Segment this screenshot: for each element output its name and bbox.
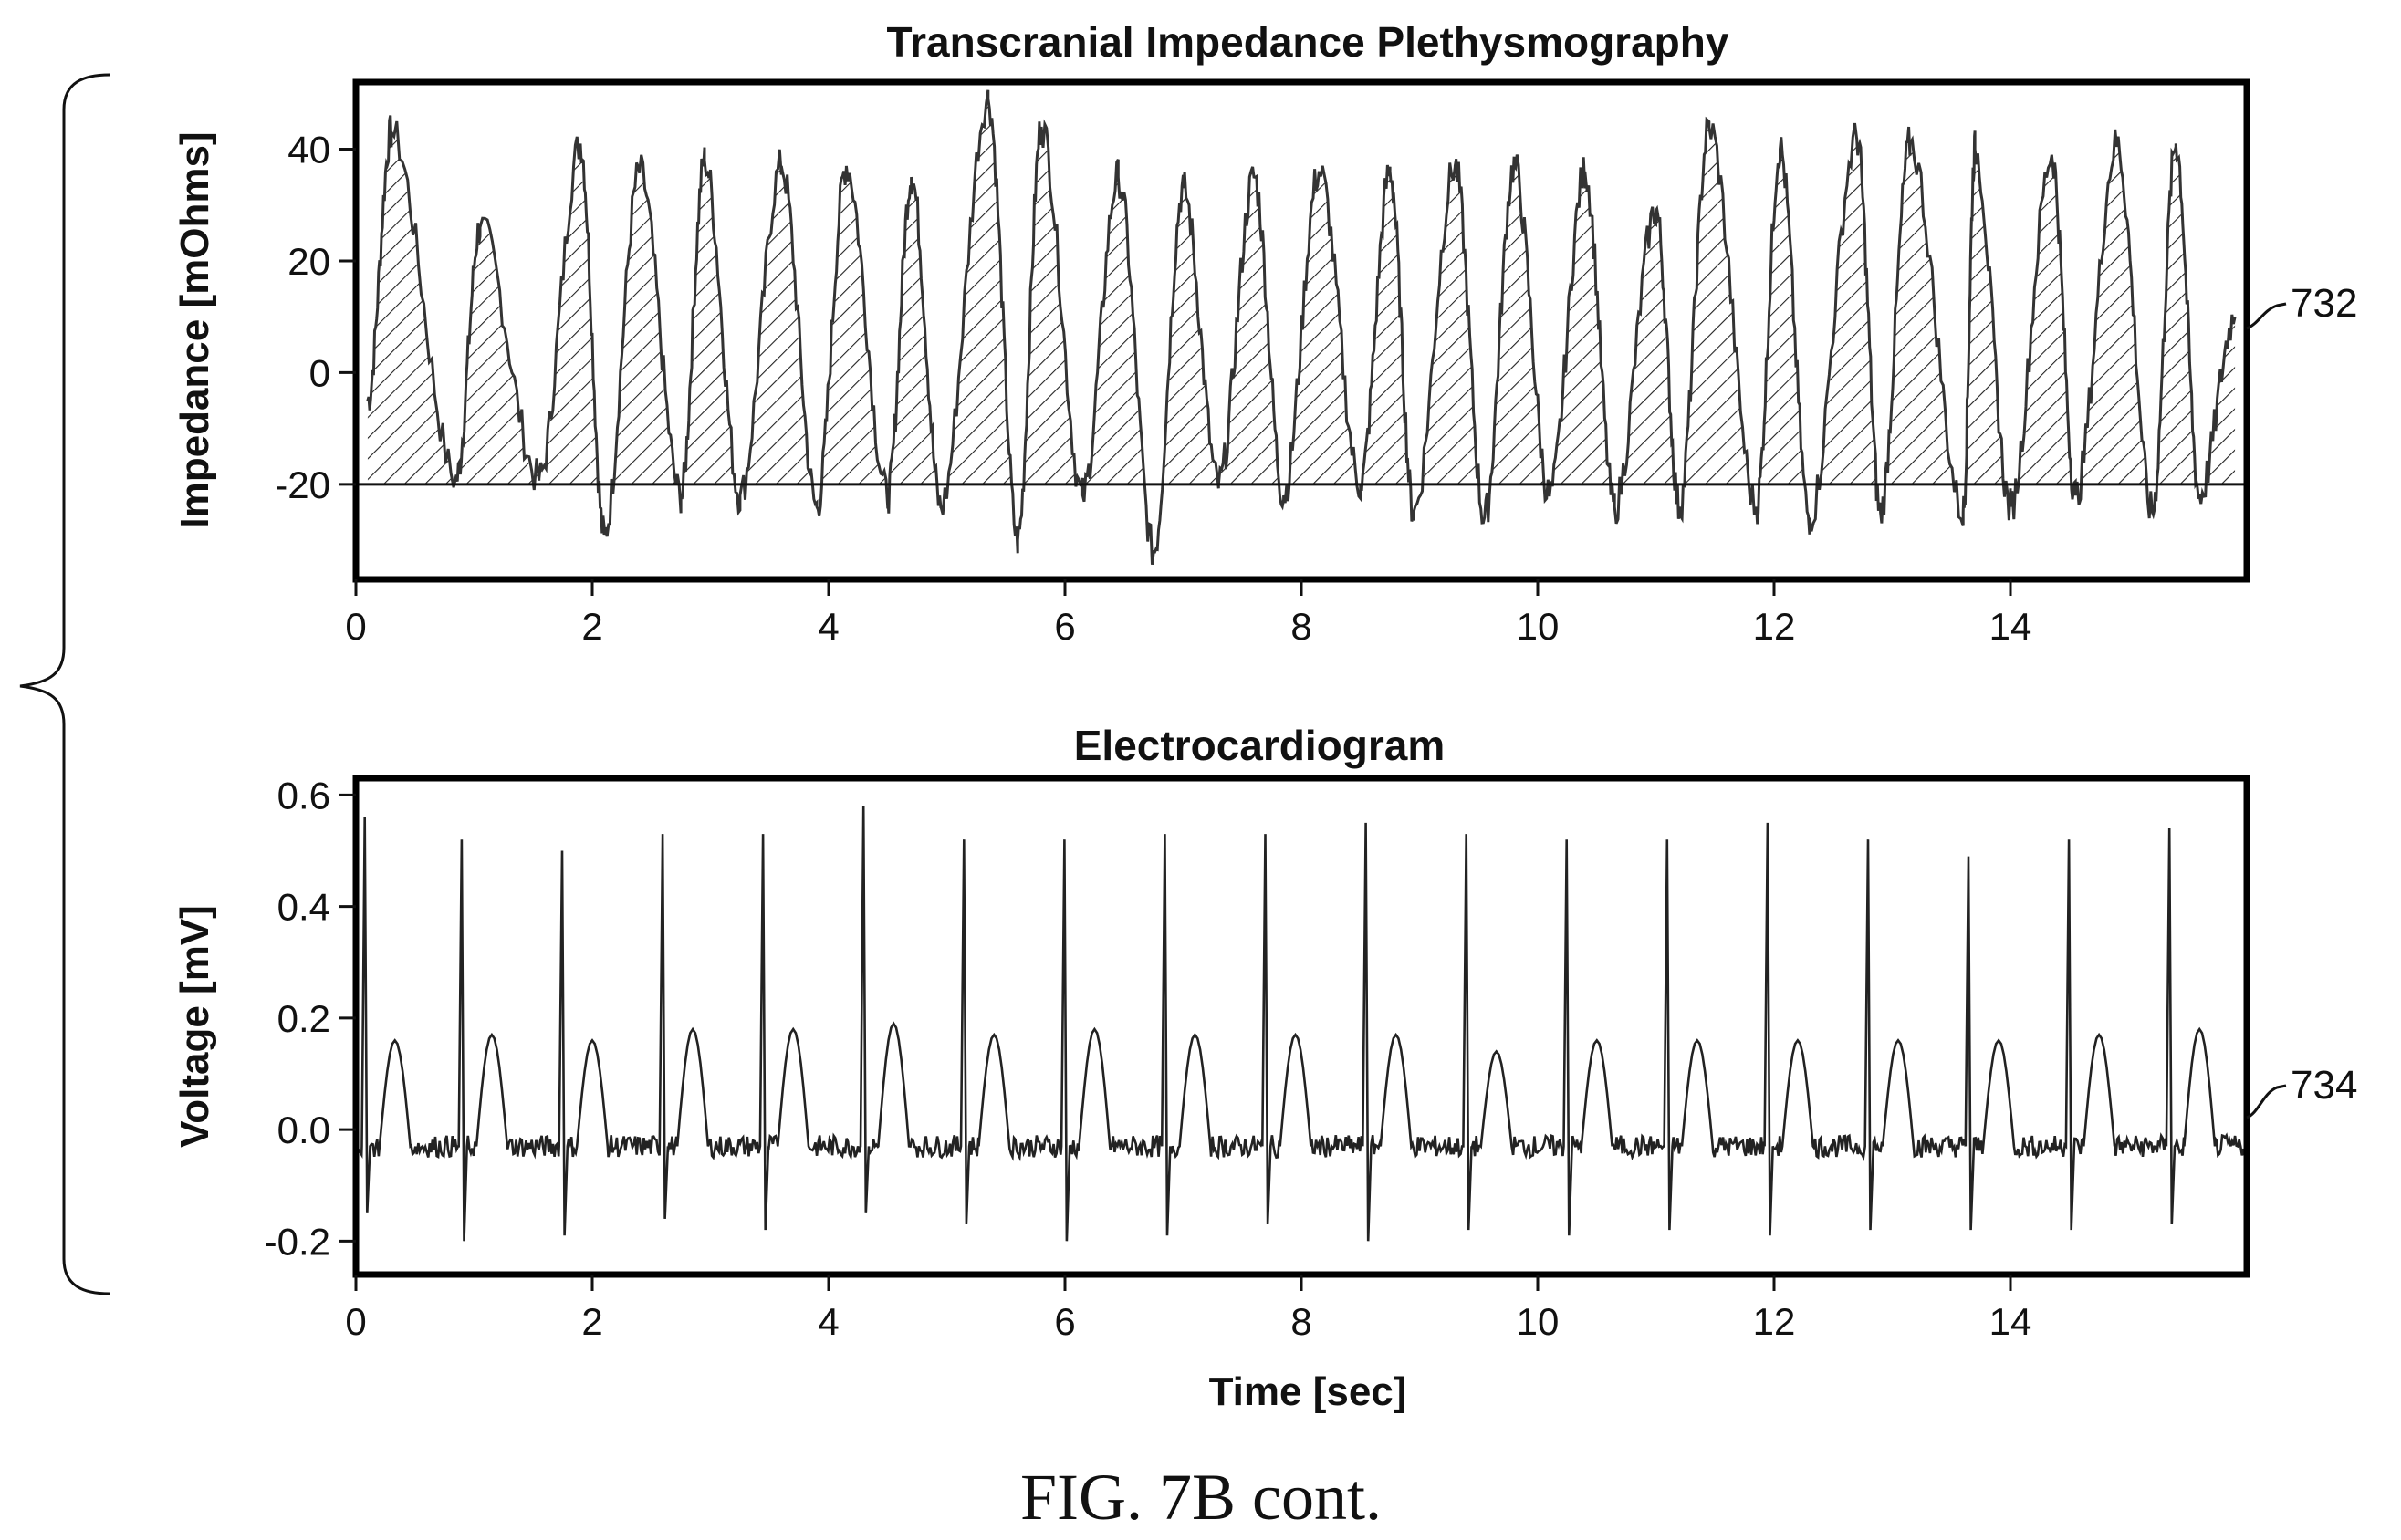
figure-caption: FIG. 7B cont.	[1020, 1461, 1382, 1534]
ecg-x-tick-label: 0	[345, 1300, 366, 1343]
impedance-x-tick-label: 4	[818, 605, 839, 648]
impedance-x-tick-label: 14	[1989, 605, 2032, 648]
ecg-panel: Electrocardiogram -0.2 0.0 0.2 0.4 0.6 0 2 4 6 8…	[172, 722, 2357, 1414]
ecg-series-line	[356, 806, 2247, 1242]
impedance-series-line	[366, 89, 2237, 565]
impedance-x-tick-label: 6	[1054, 605, 1075, 648]
ecg-y-tick-label: 0.4	[277, 886, 330, 929]
ecg-x-tick-label: 2	[581, 1300, 602, 1343]
ecg-y-axis: -0.2 0.0 0.2 0.4 0.6	[265, 774, 356, 1263]
ecg-trace	[356, 806, 2247, 1242]
ecg-ref-leader	[2246, 1084, 2287, 1119]
impedance-ref-label: 732	[2291, 281, 2357, 326]
impedance-y-tick-label: -20	[275, 463, 330, 506]
ecg-x-axis: 0 2 4 6 8 10 12 14	[345, 1275, 2031, 1343]
group-brace	[19, 73, 110, 1295]
impedance-trace	[366, 89, 2237, 565]
ecg-x-tick-label: 6	[1054, 1300, 1075, 1343]
ecg-y-tick-label: 0.2	[277, 997, 330, 1040]
ecg-x-axis-label: Time [sec]	[1209, 1369, 1407, 1414]
impedance-x-tick-label: 0	[345, 605, 366, 648]
impedance-x-tick-label: 12	[1753, 605, 1796, 648]
impedance-x-axis: 0 2 4 6 8 10 12 14	[345, 579, 2031, 648]
impedance-y-axis: -20 0 20 40	[275, 128, 356, 506]
ecg-x-tick-label: 4	[818, 1300, 839, 1343]
impedance-y-tick-label: 40	[287, 128, 330, 171]
ecg-x-tick-label: 14	[1989, 1300, 2032, 1343]
impedance-x-tick-label: 2	[581, 605, 602, 648]
impedance-x-tick-label: 10	[1517, 605, 1560, 648]
impedance-y-axis-label: Impedance [mOhms]	[172, 131, 217, 528]
ecg-x-tick-label: 8	[1290, 1300, 1311, 1343]
impedance-hatched-area	[367, 89, 2236, 484]
ecg-ref-label: 734	[2291, 1063, 2357, 1108]
impedance-x-tick-label: 8	[1290, 605, 1311, 648]
ecg-y-axis-label: Voltage [mV]	[172, 905, 217, 1148]
ecg-x-tick-label: 10	[1517, 1300, 1560, 1343]
ecg-y-tick-label: -0.2	[265, 1220, 330, 1263]
impedance-y-tick-label: 20	[287, 240, 330, 283]
impedance-ref-leader	[2246, 302, 2287, 330]
ecg-plot-frame	[352, 775, 2250, 1278]
impedance-y-tick-label: 0	[309, 351, 330, 394]
impedance-hatch-fill	[367, 89, 2236, 484]
impedance-chart-title: Transcranial Impedance Plethysmography	[887, 18, 1729, 66]
ecg-y-tick-label: 0.0	[277, 1108, 330, 1151]
ecg-y-tick-label: 0.6	[277, 774, 330, 817]
impedance-panel: Transcranial Impedance Plethysmography -…	[172, 18, 2357, 648]
ecg-chart-title: Electrocardiogram	[1074, 722, 1445, 769]
ecg-x-tick-label: 12	[1753, 1300, 1796, 1343]
